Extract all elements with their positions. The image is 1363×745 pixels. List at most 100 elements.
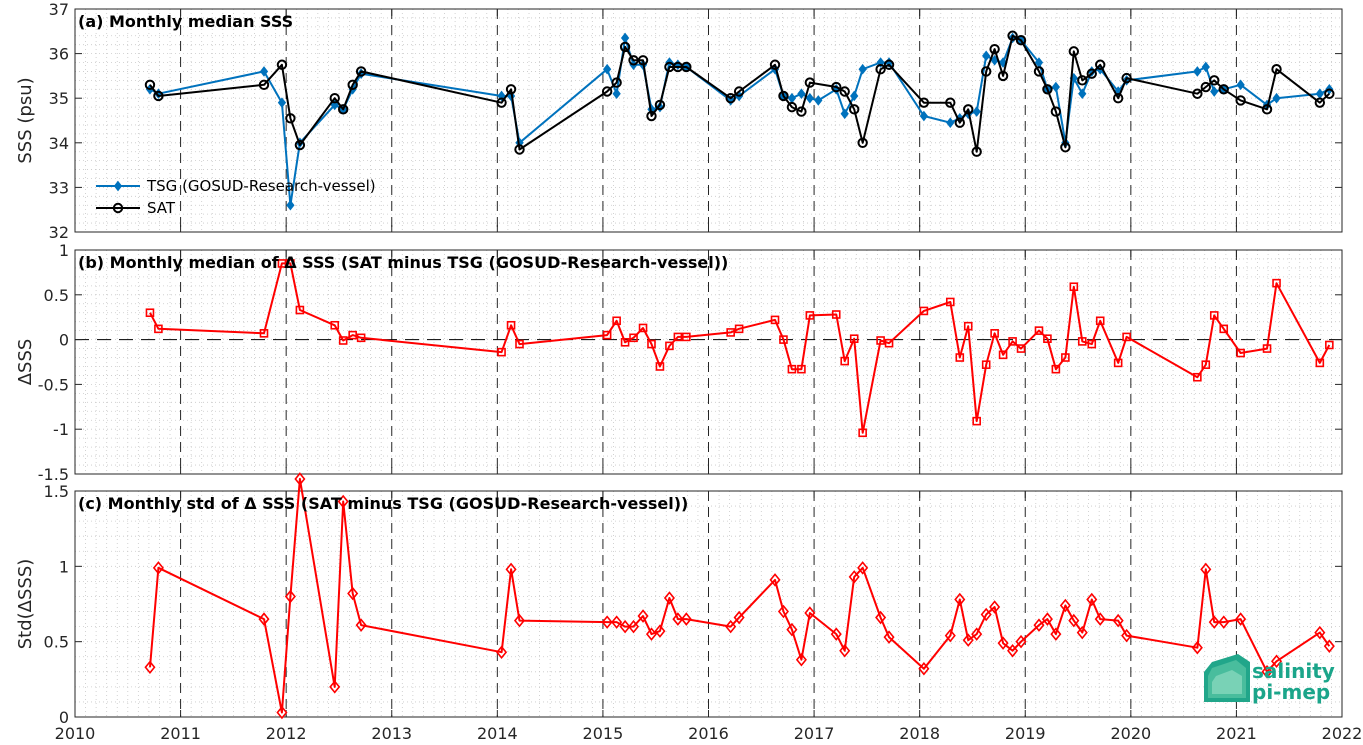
data-point [787, 364, 797, 374]
data-point [919, 110, 929, 122]
data-point [347, 586, 359, 601]
data-point [1209, 311, 1219, 320]
legend-marker [112, 202, 124, 214]
salinity-pi-mep-logo: salinity pi-mep [1204, 654, 1335, 704]
data-point [997, 70, 1009, 82]
data-point [337, 104, 349, 115]
data-point [796, 106, 807, 117]
data-point [1235, 95, 1246, 106]
panel-a: 32 33 34 35 36 37 SSS (psu) (a) Monthly median … [15, 0, 1343, 242]
data-point [1068, 46, 1080, 57]
data-point [612, 88, 621, 100]
series-line [149, 477, 1331, 714]
panel-title: (a) Monthly median SSS [78, 12, 293, 31]
x-tick-label: 2021 [1216, 724, 1257, 743]
data-point [680, 612, 692, 626]
data-point [972, 416, 981, 426]
data-point [337, 494, 349, 509]
data-point [663, 591, 675, 605]
data-point [883, 630, 895, 644]
x-tick-label: 2019 [1005, 724, 1046, 743]
data-point [858, 428, 867, 438]
data-point [1050, 106, 1062, 117]
x-tick-label: 2011 [160, 724, 201, 743]
data-point [884, 338, 894, 348]
data-point [1068, 613, 1080, 628]
panel-title: (c) Monthly std of Δ SSS (SAT minus TSG … [78, 494, 688, 513]
data-point [962, 633, 974, 647]
data-point [276, 59, 288, 70]
legend: TSG (GOSUD-Research-vessel) SAT [96, 177, 376, 217]
data-point [654, 99, 666, 111]
data-point [601, 86, 613, 97]
data-point [1060, 142, 1071, 153]
y-axis-label: SSS (psu) [15, 77, 36, 163]
data-point [286, 199, 295, 211]
data-point [804, 77, 816, 88]
data-point [619, 619, 631, 634]
tick-marks [74, 8, 1343, 233]
data-point [830, 627, 842, 641]
data-point [726, 328, 735, 337]
tick-marks [74, 249, 1343, 475]
data-point [875, 64, 886, 75]
data-point [1314, 97, 1326, 108]
legend-label: TSG (GOSUD-Research-vessel) [146, 177, 376, 195]
data-point [277, 259, 287, 268]
y-tick-label: 36 [49, 45, 69, 64]
data-point [797, 88, 806, 100]
data-point [294, 472, 306, 486]
data-point [355, 618, 367, 632]
data-point [725, 93, 736, 104]
panel-b: -1.5 -1 -0.5 0 0.5 1 ΔSSS (b) Monthly median of… [15, 241, 1343, 484]
data-point [1043, 334, 1052, 344]
data-point [831, 81, 842, 93]
x-tick-label: 2015 [583, 724, 624, 743]
data-point [1193, 372, 1202, 382]
data-point [1076, 625, 1088, 640]
data-point [654, 624, 666, 638]
x-tick-label: 2012 [266, 724, 307, 743]
data-point [497, 347, 506, 357]
data-point [1034, 326, 1044, 335]
data-point [329, 680, 341, 694]
data-point [770, 315, 780, 325]
data-point [954, 117, 965, 128]
data-point [619, 41, 631, 53]
y-tick-label: 0 [59, 331, 69, 350]
series-delta-sss [144, 472, 1335, 720]
data-point [1209, 75, 1220, 86]
data-point [734, 324, 744, 334]
data-point [919, 306, 929, 316]
data-point [998, 350, 1008, 360]
data-point [1219, 324, 1229, 334]
data-point [602, 330, 612, 340]
data-point [1314, 625, 1326, 640]
y-tick-label: -1 [53, 420, 69, 439]
data-point [294, 139, 306, 151]
data-point [348, 330, 357, 340]
data-point [1192, 88, 1203, 99]
major-grid [180, 250, 1237, 474]
data-point [1193, 66, 1202, 77]
data-point [982, 50, 991, 62]
data-point [946, 117, 955, 129]
x-tick-label: 2014 [477, 724, 518, 743]
data-point [857, 137, 868, 149]
data-point [1235, 612, 1247, 626]
data-point [1208, 615, 1220, 629]
data-point [295, 305, 305, 315]
x-tick-label: 2020 [1110, 724, 1151, 743]
data-point [276, 705, 288, 720]
data-point [628, 619, 640, 634]
y-tick-label: -1.5 [38, 465, 69, 484]
y-tick-label: 1 [59, 241, 69, 260]
data-point [725, 619, 737, 634]
data-point [972, 106, 981, 117]
y-tick-label: 32 [49, 223, 69, 242]
data-point [1324, 88, 1335, 99]
data-point [1113, 358, 1123, 368]
data-point [1095, 59, 1106, 70]
data-point [329, 93, 340, 104]
